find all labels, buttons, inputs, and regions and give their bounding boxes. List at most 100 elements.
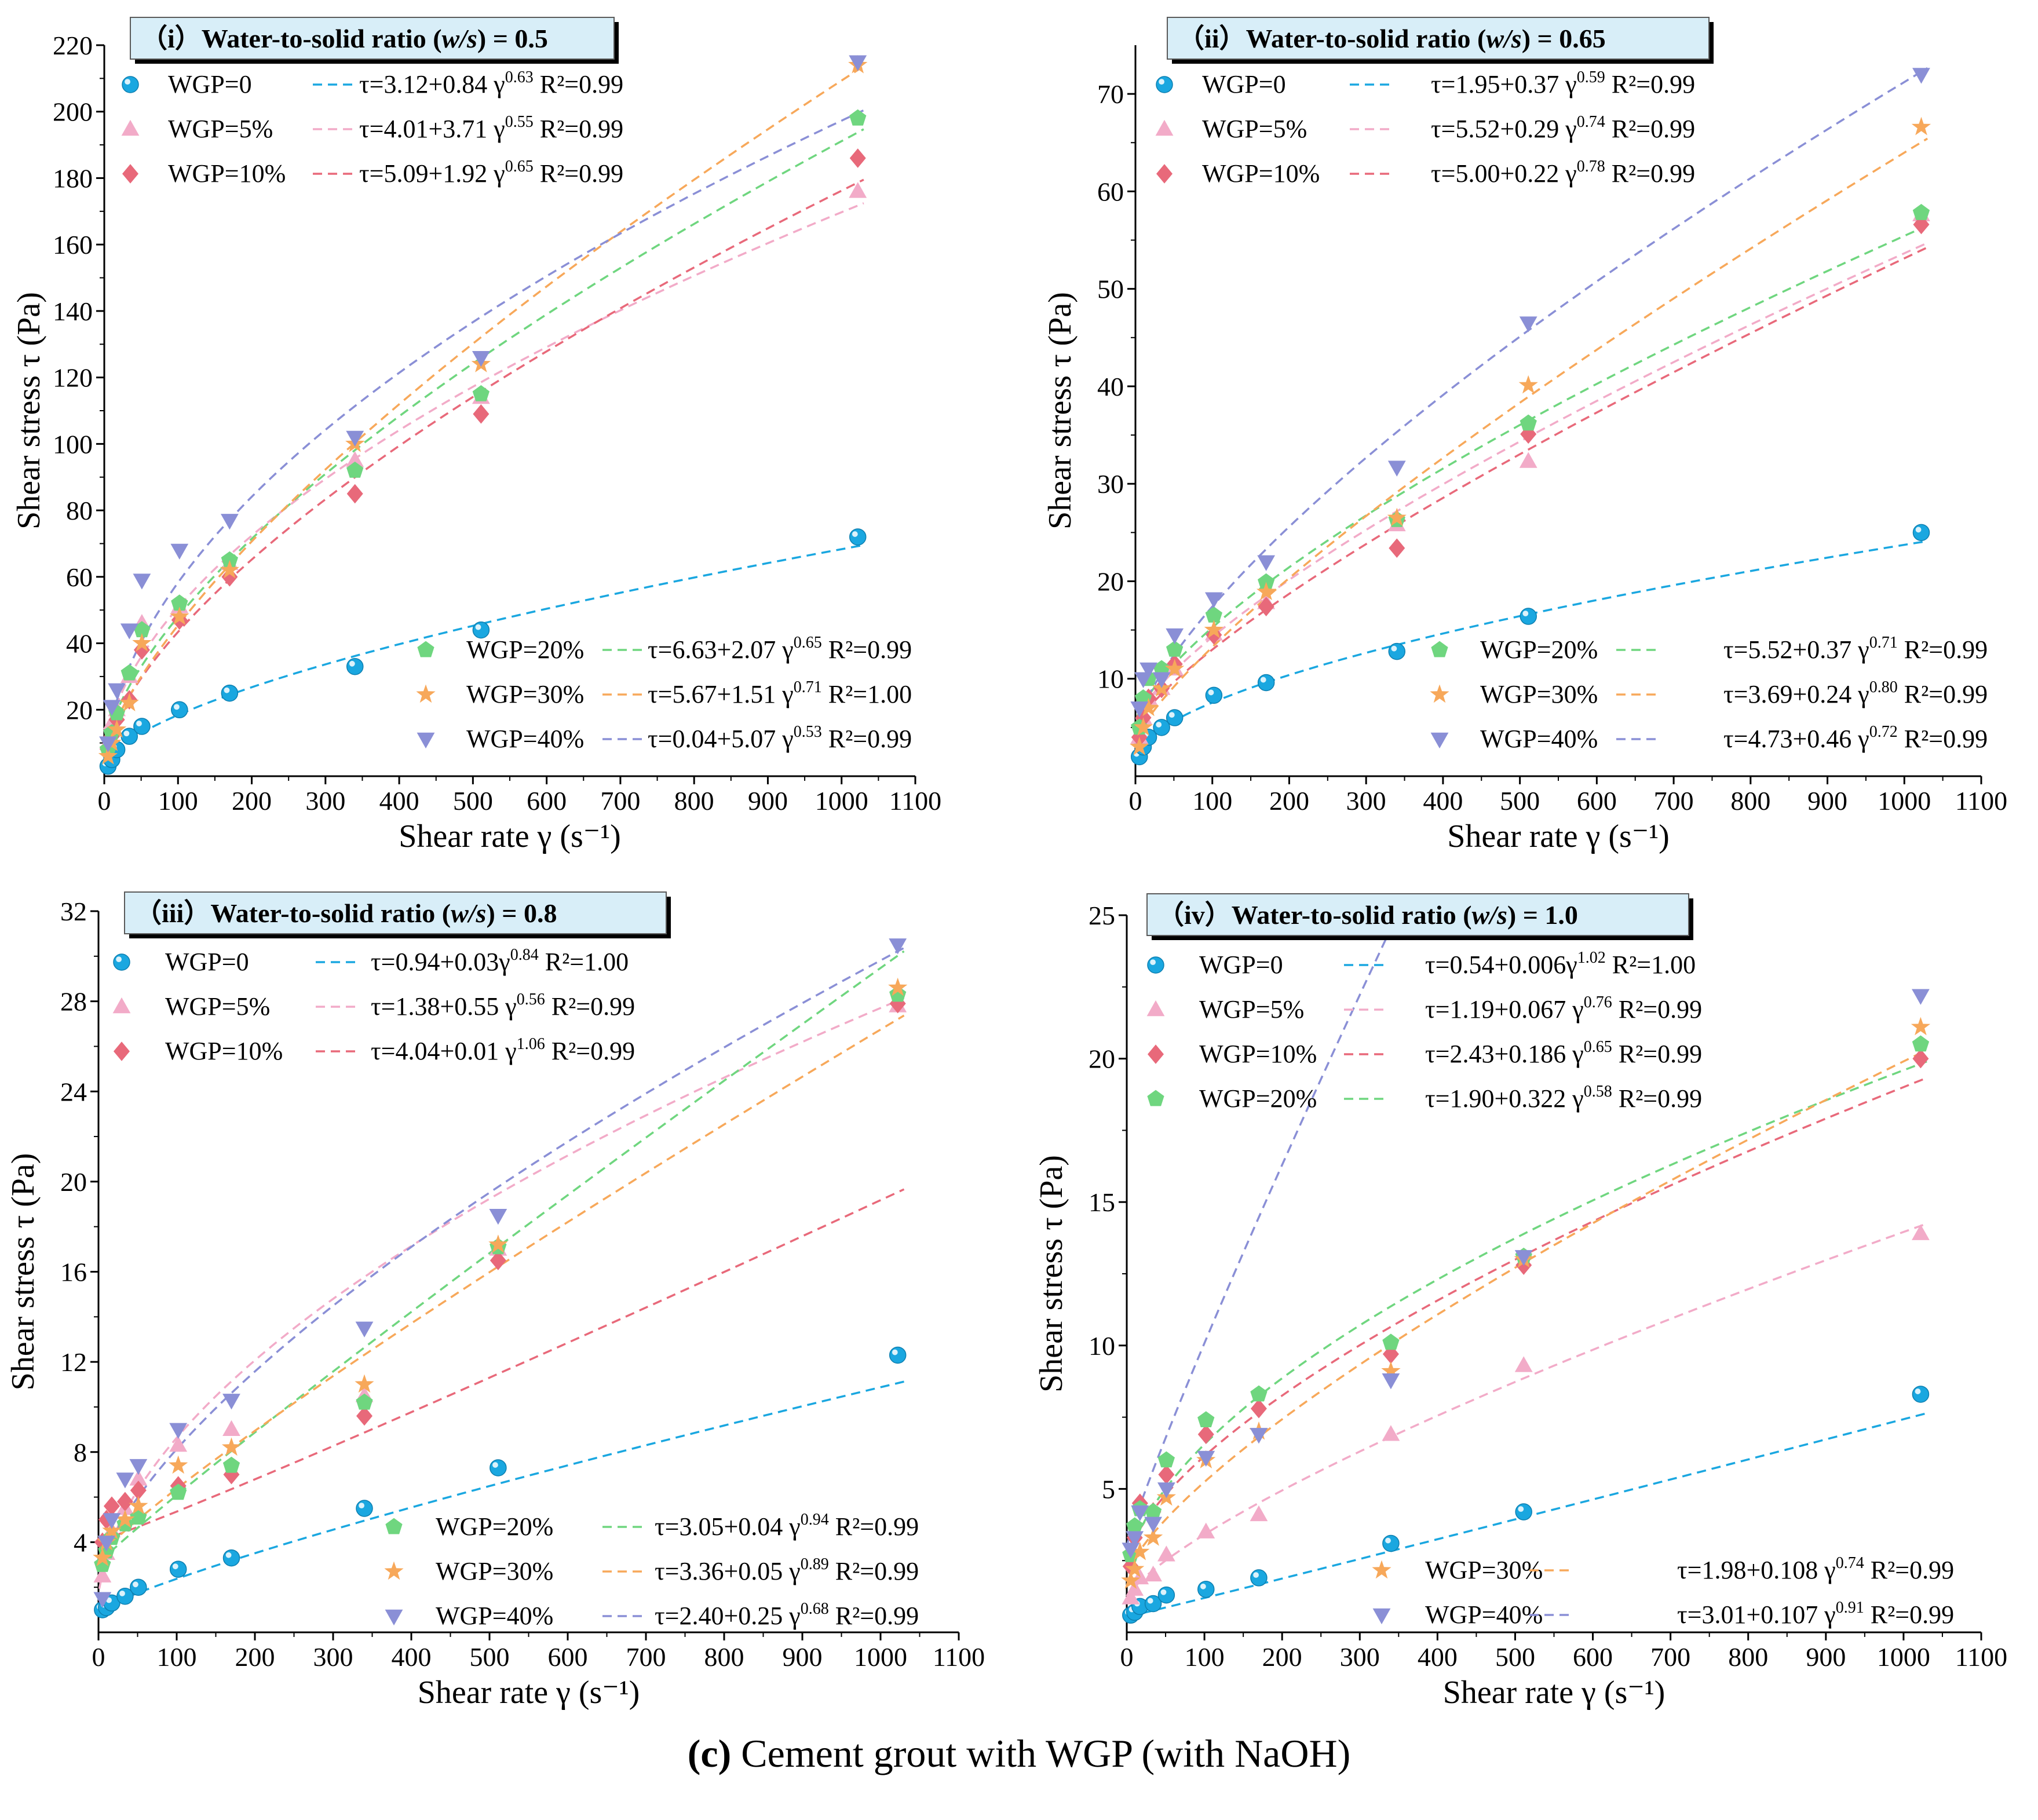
- legend-label: WGP=30%: [436, 1557, 553, 1585]
- title-box: [124, 891, 667, 934]
- data-point-sphere: [130, 1578, 147, 1596]
- equation-r2: R²=0.99: [1898, 680, 1988, 708]
- data-point-diamond: [1912, 1048, 1929, 1069]
- fit-line-WGP30: [1127, 1049, 1927, 1573]
- data-point-diamond: [490, 1251, 506, 1270]
- title-roman: （ii）: [1178, 24, 1246, 53]
- data-point-sphere-highlight: [123, 730, 130, 737]
- data-point-triangle-down: [1387, 461, 1406, 477]
- data-point-sphere-highlight: [125, 79, 131, 85]
- data-point-triangle-down: [133, 573, 151, 590]
- data-point-sphere-highlight: [1159, 79, 1164, 85]
- data-points: [1130, 68, 1931, 766]
- data-point-diamond: [122, 164, 138, 184]
- equation-base: τ=5.52+0.29 γ: [1431, 115, 1577, 143]
- equation-r2: R²=0.99: [1612, 1084, 1702, 1113]
- data-point-pentagon: [889, 985, 907, 1002]
- x-tick-label: 1000: [1877, 1642, 1930, 1672]
- legend-label: WGP=0: [1199, 951, 1283, 979]
- data-point-star: [1911, 116, 1931, 136]
- y-axis-label: Shear stress τ (Pa): [1042, 292, 1078, 529]
- y-tick-label: 180: [53, 163, 93, 193]
- x-tick-label: 300: [1340, 1642, 1380, 1672]
- data-point-sphere-highlight: [116, 956, 122, 962]
- data-point-star: [115, 1510, 135, 1528]
- data-point-pentagon: [1153, 660, 1170, 677]
- data-point-sphere: [1205, 686, 1223, 704]
- equation-base: τ=3.01+0.107 γ: [1677, 1600, 1836, 1629]
- equation-base: τ=1.98+0.108 γ: [1677, 1556, 1836, 1584]
- equation-base: τ=1.90+0.322 γ: [1425, 1084, 1584, 1113]
- data-point-triangle-up: [222, 1420, 240, 1437]
- equation-exponent: 0.72: [1869, 723, 1898, 741]
- data-point-triangle-down: [1382, 1373, 1400, 1390]
- data-point-sphere: [1520, 608, 1537, 625]
- data-point-sphere: [222, 1549, 240, 1567]
- equation-base: τ=2.43+0.186 γ: [1425, 1040, 1584, 1068]
- legend-equation: τ=1.90+0.322 γ0.58 R²=0.99: [1425, 1083, 1702, 1113]
- data-point-pentagon: [120, 664, 138, 681]
- legend-equation: τ=4.04+0.01 γ1.06 R²=0.99: [371, 1035, 635, 1065]
- title-ws: w/s: [1472, 900, 1507, 930]
- data-point-diamond: [473, 404, 490, 424]
- caption-letter: (c): [687, 1731, 732, 1775]
- x-tick-label: 800: [1728, 1642, 1768, 1672]
- equation-base: τ=2.40+0.25 γ: [655, 1602, 801, 1630]
- data-point-sphere: [221, 684, 239, 702]
- x-axis-label: Shear rate γ (s⁻¹): [399, 818, 621, 854]
- data-point-diamond: [1250, 1398, 1267, 1419]
- legend-label: WGP=0: [1202, 70, 1286, 98]
- legend-label: WGP=10%: [168, 159, 286, 188]
- y-tick-label: 25: [1089, 901, 1115, 930]
- y-tick-label: 10: [1097, 664, 1124, 694]
- chart-title: （i）Water-to-solid ratio (w/s) = 0.5: [141, 24, 548, 53]
- x-tick-label: 1100: [933, 1642, 985, 1672]
- data-point-triangle-down: [889, 938, 907, 955]
- equation-base: τ=4.01+3.71 γ: [359, 115, 505, 143]
- data-point-triangle-down: [355, 1321, 374, 1337]
- x-tick-label: 700: [1654, 786, 1694, 816]
- y-tick-label: 8: [74, 1438, 87, 1467]
- y-axis-label: Shear stress τ (Pa): [1033, 1155, 1069, 1393]
- figure-caption: (c) Cement grout with WGP (with NaOH): [0, 1731, 2038, 1777]
- data-point-sphere: [1166, 709, 1184, 726]
- data-point-triangle-down: [103, 700, 121, 716]
- x-axis-label: Shear rate γ (s⁻¹): [1443, 1675, 1666, 1711]
- data-point-diamond: [356, 1406, 372, 1426]
- y-tick-label: 24: [60, 1077, 87, 1106]
- data-point-sphere-highlight: [1385, 1537, 1391, 1544]
- x-tick-label: 600: [1577, 786, 1617, 816]
- x-tick-label: 100: [157, 1642, 197, 1672]
- data-point-pentagon: [1250, 1385, 1268, 1402]
- equation-base: τ=1.95+0.37 γ: [1431, 70, 1577, 98]
- chart-title: （ii）Water-to-solid ratio (w/s) = 0.65: [1178, 24, 1606, 53]
- equation-r2: R²=0.99: [545, 992, 635, 1021]
- legend-equation: τ=3.12+0.84 γ0.63 R²=0.99: [359, 68, 623, 98]
- data-point-triangle-down: [1126, 1531, 1144, 1547]
- title-text: Water-to-solid ratio (: [1246, 24, 1487, 53]
- data-point-triangle-down: [1912, 68, 1930, 84]
- data-point-star: [170, 606, 189, 625]
- equation-r2: R²=0.99: [545, 1037, 635, 1065]
- x-tick-label: 100: [158, 786, 198, 816]
- equation-exponent: 0.94: [801, 1511, 829, 1529]
- legend-equation: τ=1.98+0.108 γ0.74 R²=0.99: [1677, 1554, 1954, 1584]
- x-tick-label: 200: [235, 1642, 275, 1672]
- data-point-sphere-highlight: [1150, 959, 1156, 965]
- legend-equation: τ=3.69+0.24 γ0.80 R²=0.99: [1723, 678, 1988, 708]
- legend-equation: τ=2.43+0.186 γ0.65 R²=0.99: [1425, 1038, 1702, 1068]
- x-tick-label: 300: [1346, 786, 1386, 816]
- chart-panel-4: 5 10 15 20 25 0 100 200 300 400 500 600 700 800 900 100…: [1033, 893, 2007, 1711]
- data-point-pentagon: [1382, 1333, 1400, 1350]
- data-point-star: [888, 977, 908, 996]
- data-point-triangle-down: [1166, 628, 1184, 645]
- data-point-triangle-up: [1157, 1545, 1175, 1562]
- data-point-triangle-down: [1430, 732, 1449, 749]
- legend-equation: τ=5.09+1.92 γ0.65 R²=0.99: [359, 158, 623, 188]
- data-point-triangle-down: [103, 1513, 121, 1529]
- data-point-star: [1387, 507, 1407, 527]
- data-point-star: [93, 1548, 112, 1566]
- legend-equation: τ=4.01+3.71 γ0.55 R²=0.99: [359, 113, 623, 143]
